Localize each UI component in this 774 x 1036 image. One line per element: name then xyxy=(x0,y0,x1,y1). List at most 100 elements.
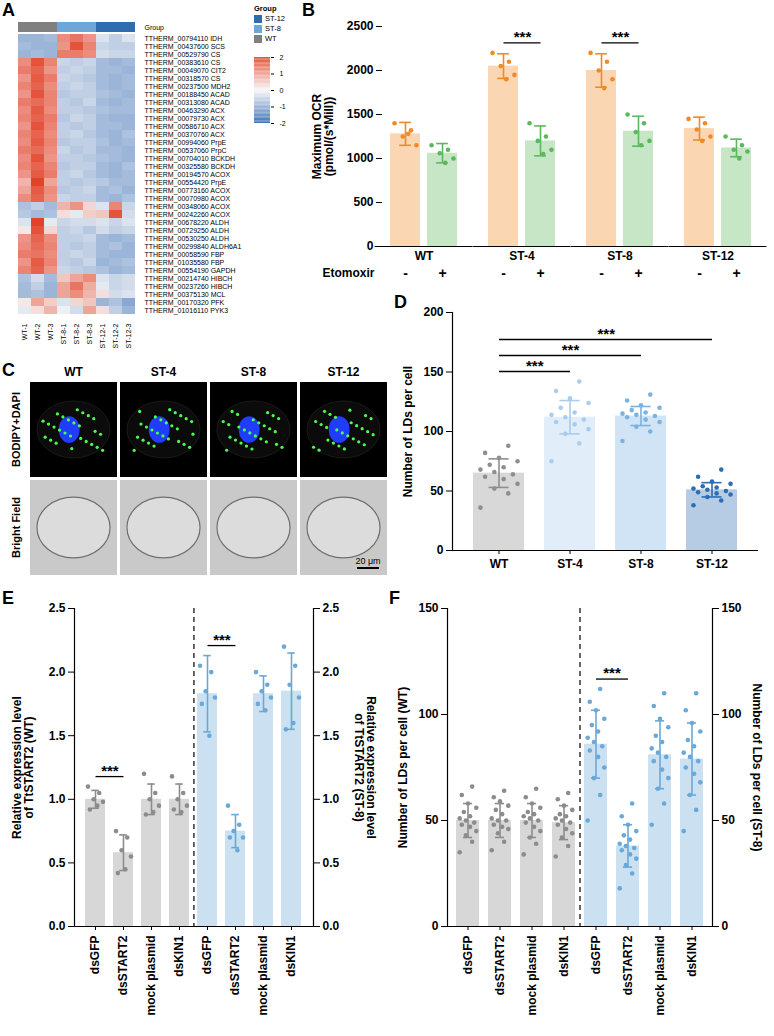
svg-text:20 μm: 20 μm xyxy=(355,556,380,566)
svg-text:TTHERM_00437600 SCS: TTHERM_00437600 SCS xyxy=(145,43,226,51)
svg-text:WT: WT xyxy=(64,365,83,379)
svg-text:TTHERM_00313080 ACAD: TTHERM_00313080 ACAD xyxy=(145,99,230,107)
svg-text:2.5: 2.5 xyxy=(49,601,66,615)
svg-text:1.0: 1.0 xyxy=(323,792,340,806)
svg-text:***: *** xyxy=(526,357,544,374)
svg-text:TTHERM_00994060 PrpE: TTHERM_00994060 PrpE xyxy=(145,139,227,147)
svg-text:1: 1 xyxy=(280,70,284,77)
svg-text:TTHERM_00194570 ACOX: TTHERM_00194570 ACOX xyxy=(145,171,231,179)
svg-text:WT-3: WT-3 xyxy=(47,323,54,340)
svg-text:0: 0 xyxy=(367,239,374,253)
svg-text:ST-4: ST-4 xyxy=(151,365,177,379)
svg-text:TTHERM_00237500 MDH2: TTHERM_00237500 MDH2 xyxy=(145,83,231,91)
svg-text:Group: Group xyxy=(145,24,165,32)
svg-text:ST-12-2: ST-12-2 xyxy=(112,323,119,348)
svg-text:0: 0 xyxy=(437,543,444,557)
svg-text:-: - xyxy=(599,265,604,281)
svg-text:TTHERM_00537060 PrpC: TTHERM_00537060 PrpC xyxy=(145,147,227,155)
svg-text:Etomoxir: Etomoxir xyxy=(322,266,374,280)
svg-text:+: + xyxy=(732,265,740,281)
svg-text:2.0: 2.0 xyxy=(323,665,340,679)
svg-text:100: 100 xyxy=(418,707,438,721)
svg-text:ST-12: ST-12 xyxy=(702,249,734,263)
svg-text:+: + xyxy=(536,265,544,281)
svg-text:TTHERM_00529790 CS: TTHERM_00529790 CS xyxy=(145,51,221,59)
svg-text:TTHERM_00348060 ACOX: TTHERM_00348060 ACOX xyxy=(145,203,231,211)
svg-text:TTHERM_00794110 IDH: TTHERM_00794110 IDH xyxy=(145,35,223,43)
svg-text:-1: -1 xyxy=(280,103,286,110)
svg-text:Relative expression levelof Tt: Relative expression levelof TtSTART2 (WT… xyxy=(10,696,36,839)
svg-text:1.5: 1.5 xyxy=(49,729,66,743)
svg-text:TTHERM_00773160 ACOX: TTHERM_00773160 ACOX xyxy=(145,187,231,195)
svg-text:150: 150 xyxy=(722,601,742,615)
svg-text:0.5: 0.5 xyxy=(49,856,66,870)
svg-text:BODIPY+DAPI: BODIPY+DAPI xyxy=(10,392,22,467)
svg-text:ST-12-3: ST-12-3 xyxy=(125,323,132,348)
svg-text:500: 500 xyxy=(353,195,373,209)
svg-text:TTHERM_00188450 ACAD: TTHERM_00188450 ACAD xyxy=(145,91,230,99)
svg-text:2: 2 xyxy=(280,54,284,61)
svg-text:***: *** xyxy=(514,28,532,45)
svg-text:-2: -2 xyxy=(280,120,286,127)
svg-text:0: 0 xyxy=(722,919,729,933)
svg-text:TTHERM_00586710 ACX: TTHERM_00586710 ACX xyxy=(145,123,225,131)
svg-text:dsSTART2: dsSTART2 xyxy=(493,935,507,995)
svg-text:0: 0 xyxy=(432,919,439,933)
svg-text:mock plasmid: mock plasmid xyxy=(525,936,539,1016)
svg-text:ST-12: ST-12 xyxy=(696,557,728,571)
svg-text:100: 100 xyxy=(423,424,443,438)
svg-text:TTHERM_00079730 ACX: TTHERM_00079730 ACX xyxy=(145,115,225,123)
svg-text:***: *** xyxy=(101,762,119,779)
svg-text:Number of LDs per cell (ST-8): Number of LDs per cell (ST-8) xyxy=(750,683,764,851)
svg-text:-: - xyxy=(697,265,702,281)
svg-text:Bright Field: Bright Field xyxy=(10,497,22,558)
svg-text:dsSTART2: dsSTART2 xyxy=(116,935,130,995)
svg-text:-: - xyxy=(501,265,506,281)
svg-text:-: - xyxy=(403,265,408,281)
svg-text:WT-2: WT-2 xyxy=(34,323,41,340)
svg-text:50: 50 xyxy=(430,484,444,498)
svg-text:dsKIN1: dsKIN1 xyxy=(284,935,298,977)
svg-text:dsGFP: dsGFP xyxy=(200,936,214,975)
svg-text:0.0: 0.0 xyxy=(323,919,340,933)
svg-text:2.0: 2.0 xyxy=(49,665,66,679)
svg-text:ST-8-3: ST-8-3 xyxy=(86,323,93,344)
svg-text:1000: 1000 xyxy=(347,151,374,165)
svg-text:TTHERM_00049070 CIT2: TTHERM_00049070 CIT2 xyxy=(145,67,226,75)
svg-text:***: *** xyxy=(213,631,231,648)
svg-text:TTHERM_00554420 PrpE: TTHERM_00554420 PrpE xyxy=(145,179,227,187)
svg-text:50: 50 xyxy=(722,813,736,827)
svg-text:ST-12: ST-12 xyxy=(327,365,359,379)
svg-text:2.5: 2.5 xyxy=(323,601,340,615)
svg-text:TTHERM_00370760 ACX: TTHERM_00370760 ACX xyxy=(145,131,225,139)
svg-text:TTHERM_00318570 CS: TTHERM_00318570 CS xyxy=(145,75,221,83)
svg-text:dsSTART2: dsSTART2 xyxy=(228,935,242,995)
svg-text:2500: 2500 xyxy=(347,19,374,33)
svg-text:100: 100 xyxy=(722,707,742,721)
svg-text:dsKIN1: dsKIN1 xyxy=(557,935,571,977)
svg-text:0.5: 0.5 xyxy=(323,856,340,870)
svg-text:TTHERM_00058590 FBP: TTHERM_00058590 FBP xyxy=(145,251,225,259)
svg-text:0: 0 xyxy=(280,87,284,94)
svg-text:Relative expression levelof Tt: Relative expression levelof TtSTART2 (ST… xyxy=(352,696,378,839)
svg-text:TTHERM_01016110 PYK3: TTHERM_01016110 PYK3 xyxy=(145,307,229,315)
svg-text:50: 50 xyxy=(425,813,439,827)
svg-text:150: 150 xyxy=(423,365,443,379)
svg-text:ST-4: ST-4 xyxy=(557,557,583,571)
svg-text:TTHERM_00214740 HIBCH: TTHERM_00214740 HIBCH xyxy=(145,275,233,283)
svg-text:TTHERM_01035580 FBP: TTHERM_01035580 FBP xyxy=(145,259,225,267)
svg-text:0.0: 0.0 xyxy=(49,919,66,933)
svg-text:TTHERM_00704010 BCKDH: TTHERM_00704010 BCKDH xyxy=(145,155,236,163)
svg-text:ST-8-2: ST-8-2 xyxy=(73,323,80,344)
svg-text:mock plasmid: mock plasmid xyxy=(256,936,270,1016)
svg-text:Number of LDs per cell (WT): Number of LDs per cell (WT) xyxy=(396,687,410,848)
svg-text:mock plasmid: mock plasmid xyxy=(653,936,667,1016)
svg-text:2000: 2000 xyxy=(347,63,374,77)
svg-text:TTHERM_00463290 ACX: TTHERM_00463290 ACX xyxy=(145,107,225,115)
svg-text:ST-12-1: ST-12-1 xyxy=(99,323,106,348)
svg-text:ST-8: ST-8 xyxy=(628,557,654,571)
svg-text:WT: WT xyxy=(415,249,434,263)
svg-text:dsSTART2: dsSTART2 xyxy=(621,935,635,995)
svg-text:mock plasmid: mock plasmid xyxy=(144,936,158,1016)
svg-text:TTHERM_00299840 ALDH6A1: TTHERM_00299840 ALDH6A1 xyxy=(145,243,242,251)
